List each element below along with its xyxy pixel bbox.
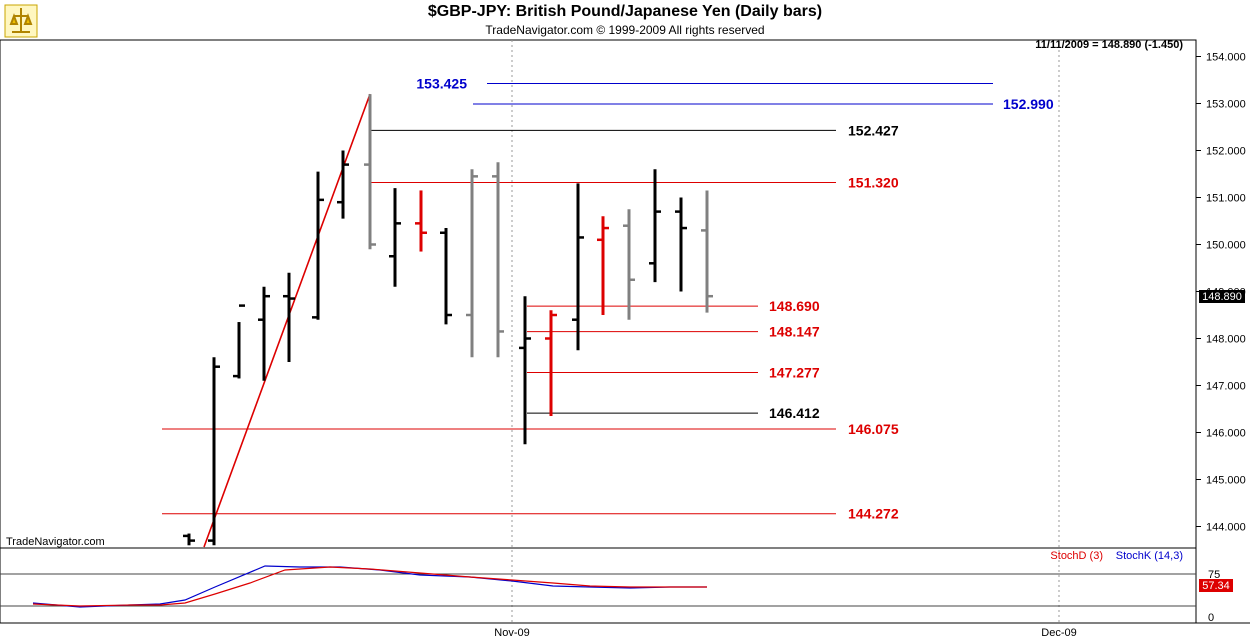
stoch-plot-frame: [0, 547, 1197, 624]
level-label: 151.320: [848, 174, 899, 190]
ohlc-bar: [492, 162, 504, 358]
ohlc-bar: [364, 94, 376, 250]
ohlc-bar: [466, 169, 478, 358]
ohlc-bar: [283, 272, 295, 362]
main-plot-frame: [0, 39, 1197, 549]
ohlc-bar: [675, 197, 687, 292]
x-label-nov: Nov-09: [494, 627, 529, 639]
y-tick-label: 153.000: [1206, 99, 1246, 111]
x-label-dec: Dec-09: [1041, 627, 1076, 639]
ohlc-bar: [440, 228, 452, 325]
level-label: 153.425: [416, 76, 467, 92]
level-label: 144.272: [848, 506, 899, 522]
y-tick-label: 152.000: [1206, 146, 1246, 158]
level-label: 146.075: [848, 421, 899, 437]
ohlc-bar: [649, 169, 661, 283]
stoch-value-tag: 57.34: [1202, 580, 1230, 592]
ohlc-bar: [545, 310, 557, 417]
last-quote: 11/11/2009 = 148.890 (-1.450): [1035, 39, 1183, 51]
chart-title: $GBP-JPY: British Pound/Japanese Yen (Da…: [427, 3, 823, 20]
ohlc-bar: [519, 296, 531, 445]
ohlc-bar: [415, 190, 427, 252]
price-tag-box: [1199, 290, 1245, 303]
ohlc-bar: [389, 188, 401, 287]
stoch-tick-0: 0: [1208, 612, 1214, 624]
level-label: 148.147: [769, 324, 820, 340]
ohlc-bar: [597, 216, 609, 315]
ohlc-bar: [572, 183, 584, 351]
level-label: 148.690: [769, 298, 820, 314]
level-label: 147.277: [769, 364, 820, 380]
ohlc-bar: [312, 171, 324, 320]
y-tick-label: 148.000: [1206, 334, 1246, 346]
stochk-label: StochK (14,3): [1116, 550, 1183, 562]
ohlc-bar: [183, 533, 195, 546]
y-tick-label: 146.000: [1206, 428, 1246, 440]
ohlc-bar: [233, 304, 245, 379]
logo-icon: [4, 4, 38, 38]
trendline: [203, 93, 371, 548]
ohlc-bar: [701, 190, 713, 313]
y-tick-label: 150.000: [1206, 240, 1246, 252]
ohlc-bar: [208, 357, 220, 546]
y-tick-label: 154.000: [1206, 52, 1246, 64]
chart-subtitle: TradeNavigator.com © 1999-2009 All right…: [485, 23, 765, 37]
ohlc-bar: [258, 286, 270, 381]
level-label: 152.990: [1003, 96, 1054, 112]
ohlc-bar: [623, 209, 635, 320]
level-label: 146.412: [769, 405, 820, 421]
level-label: 152.427: [848, 122, 899, 138]
y-tick-label: 151.000: [1206, 193, 1246, 205]
y-tick-label: 145.000: [1206, 475, 1246, 487]
stoch-value-box: [1199, 579, 1233, 592]
stoch-tick-75: 75: [1208, 569, 1220, 581]
price-tag: 148.890: [1202, 291, 1242, 303]
ohlc-bar: [337, 150, 349, 219]
watermark: TradeNavigator.com: [6, 536, 105, 548]
stochd-label: StochD (3): [1050, 550, 1103, 562]
stochd-line: [32, 566, 707, 607]
y-tick-label: 144.000: [1206, 522, 1246, 534]
y-tick-label: 147.000: [1206, 381, 1246, 393]
